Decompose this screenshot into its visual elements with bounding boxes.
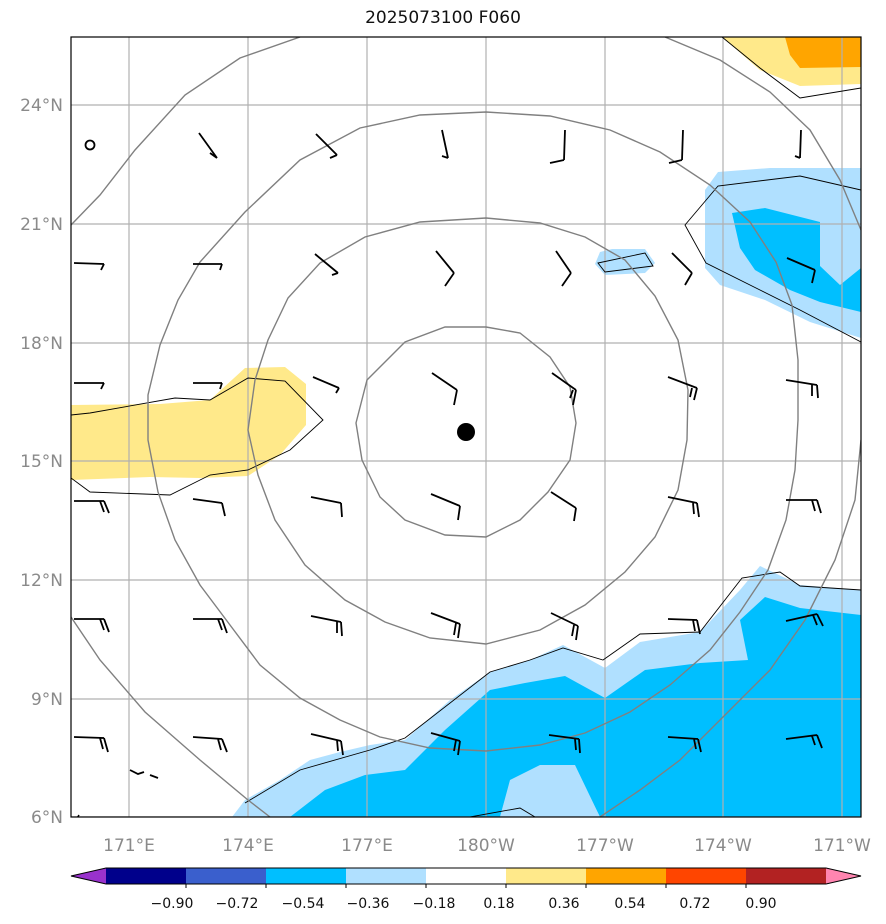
contour-outlines [71, 37, 861, 817]
colorbar-tick-label: −0.18 [413, 896, 456, 912]
blue-region-east [705, 168, 861, 338]
map-frame [70, 36, 862, 818]
colorbar-tick-label: −0.36 [347, 896, 390, 912]
colorbar-tick-label: −0.90 [151, 896, 194, 912]
colorbar-tick-label: 0.90 [745, 896, 776, 912]
colorbar-tick-label: 0.18 [483, 896, 514, 912]
calm-wind-circle-icon [84, 139, 96, 151]
range-rings [71, 37, 861, 817]
colorbar-segment [346, 868, 427, 884]
lon-label: 177°E [341, 836, 393, 856]
colorbar-segment [266, 868, 347, 884]
colorbar-labels: −0.90 −0.72 −0.54 −0.36 −0.18 0.18 0.36 … [151, 896, 777, 912]
lat-label: 15°N [20, 452, 63, 472]
colorbar-tick-label: 0.36 [548, 896, 579, 912]
colorbar-segment [666, 868, 747, 884]
longitude-labels: 171°E 174°E 177°E 180°W 177°W 174°W 171°… [103, 836, 871, 856]
map-plot-area [71, 37, 861, 817]
colorbar-segment [426, 868, 507, 884]
yellow-region-west [71, 367, 306, 480]
colorbar-extend-max [826, 868, 861, 884]
wind-barbs [73, 129, 824, 779]
colorbar-segment [586, 868, 667, 884]
lat-label: 12°N [20, 571, 63, 591]
lat-label: 9°N [31, 690, 63, 710]
lon-label: 171°W [813, 836, 871, 856]
lon-label: 177°W [576, 836, 634, 856]
colorbar-segment [186, 868, 267, 884]
lat-label: 24°N [20, 96, 63, 116]
colorbar-extend-min [71, 868, 106, 884]
blue-region-small [595, 249, 655, 275]
colorbar-segment [746, 868, 827, 884]
colorbar-tick-label: −0.54 [282, 896, 325, 912]
map-title: 2025073100 F060 [365, 8, 521, 28]
grid-lines [71, 37, 861, 817]
colorbar: −0.90 −0.72 −0.54 −0.36 −0.18 0.18 0.36 … [70, 867, 862, 912]
storm-center-marker [457, 423, 475, 441]
colorbar-segment [506, 868, 587, 884]
colorbar-segment [106, 868, 187, 884]
lon-label: 180°W [457, 836, 515, 856]
colorbar-tick-label: 0.72 [679, 896, 710, 912]
lat-label: 18°N [20, 334, 63, 354]
lon-label: 171°E [103, 836, 155, 856]
lat-label: 21°N [20, 215, 63, 235]
blue-region-south [232, 566, 861, 817]
colorbar-segments [71, 868, 861, 884]
latitude-labels: 24°N 21°N 18°N 15°N 12°N 9°N 6°N [20, 96, 63, 828]
lon-label: 174°E [222, 836, 274, 856]
lat-label: 6°N [31, 808, 63, 828]
colorbar-ticks [185, 884, 747, 888]
coast-fragment [76, 814, 80, 817]
colorbar-outline [70, 867, 862, 885]
lon-label: 174°W [694, 836, 752, 856]
colorbar-tick-label: −0.72 [216, 896, 259, 912]
colorbar-tick-label: 0.54 [614, 896, 645, 912]
